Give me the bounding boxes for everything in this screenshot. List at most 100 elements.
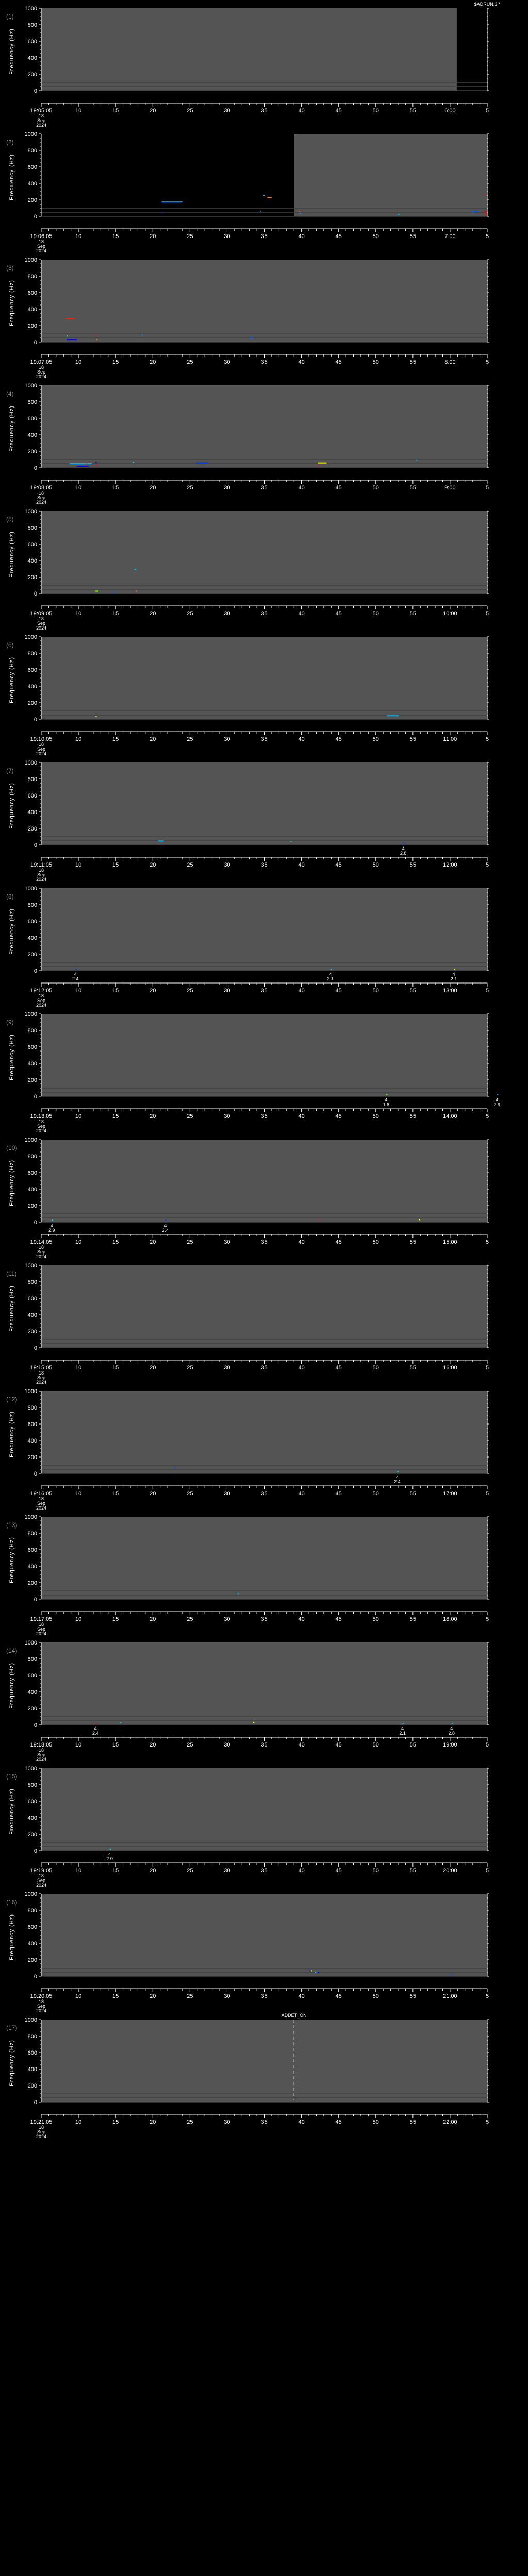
time-tick-label: 40 bbox=[298, 1239, 304, 1245]
time-tick-label: 25 bbox=[187, 2119, 193, 2125]
time-tick-label: 19:14:05 bbox=[30, 1239, 53, 1245]
spectral-blip bbox=[300, 213, 302, 214]
time-tick-label: 40 bbox=[298, 1868, 304, 1874]
time-tick-label: 25 bbox=[187, 1993, 193, 1999]
date-label: 18 bbox=[39, 1999, 44, 2004]
data-coverage-area bbox=[294, 134, 487, 216]
time-tick-label: 50 bbox=[373, 736, 379, 742]
panel-label: (1) bbox=[6, 13, 14, 20]
time-tick-label: 15:00 bbox=[443, 1239, 457, 1245]
y-tick-label: 1000 bbox=[25, 1891, 37, 1897]
time-tick-label: 20 bbox=[150, 862, 156, 868]
time-tick-label: 20 bbox=[150, 1993, 156, 1999]
time-tick-label: 55 bbox=[410, 1742, 416, 1748]
time-tick-label: 25 bbox=[187, 108, 193, 114]
date-label: 2024 bbox=[36, 1254, 46, 1259]
time-tick-label: 30 bbox=[224, 485, 230, 491]
y-tick-label: 800 bbox=[28, 1279, 37, 1285]
time-tick-label: 19:13:05 bbox=[30, 1113, 53, 1120]
time-tick-label: 30 bbox=[224, 1239, 230, 1245]
y-tick-label: 800 bbox=[28, 274, 37, 280]
time-tick-label: 50 bbox=[373, 1993, 379, 1999]
event-annotation-bottom: 2.1 bbox=[327, 976, 334, 981]
time-tick-label: 20 bbox=[150, 988, 156, 994]
y-tick-label: 600 bbox=[28, 667, 37, 673]
event-annotation-top: 4 bbox=[164, 1223, 167, 1228]
time-tick-label: 5 bbox=[486, 359, 489, 365]
y-tick-label: 600 bbox=[28, 793, 37, 799]
time-tick-label: 15 bbox=[112, 485, 119, 491]
date-label: Sep bbox=[37, 495, 45, 500]
spectrogram-panel: 0 200 400 600 800 1000 Frequency (Hz) (8) 19:12:… bbox=[6, 886, 489, 1008]
time-tick-label: 12:00 bbox=[443, 862, 457, 868]
date-label: 18 bbox=[39, 1245, 44, 1250]
time-tick-label: 15 bbox=[112, 736, 119, 742]
y-tick-label: 200 bbox=[28, 2083, 37, 2089]
spectral-blip bbox=[386, 1094, 388, 1095]
y-axis-label: Frequency (Hz) bbox=[9, 1285, 15, 1332]
time-tick-label: 50 bbox=[373, 485, 379, 491]
time-tick-label: 5 bbox=[486, 1239, 489, 1245]
time-tick-label: 15 bbox=[112, 233, 119, 240]
date-label: 18 bbox=[39, 1370, 44, 1376]
event-annotation-top: 4 bbox=[402, 846, 405, 851]
date-label: 2024 bbox=[36, 2008, 46, 2013]
time-tick-label: 55 bbox=[410, 1239, 416, 1245]
panel-label: (12) bbox=[6, 1396, 17, 1403]
date-label: Sep bbox=[37, 369, 45, 375]
time-tick-label: 45 bbox=[336, 233, 342, 240]
date-label: Sep bbox=[37, 1626, 45, 1632]
y-tick-label: 600 bbox=[28, 1547, 37, 1553]
y-tick-label: 1000 bbox=[25, 1137, 37, 1143]
time-tick-label: 50 bbox=[373, 988, 379, 994]
spectral-blip bbox=[397, 1471, 399, 1472]
y-tick-label: 800 bbox=[28, 399, 37, 405]
spectral-blip bbox=[451, 1723, 453, 1724]
event-annotation-bottom: 2.4 bbox=[162, 1228, 169, 1233]
spectral-blip bbox=[416, 459, 418, 461]
event-annotation-top: 4 bbox=[450, 1726, 453, 1731]
spectral-blip bbox=[165, 1219, 167, 1221]
time-tick-label: 55 bbox=[410, 611, 416, 617]
time-tick-label: 5 bbox=[486, 736, 489, 742]
spectral-blip bbox=[485, 210, 487, 215]
y-tick-label: 400 bbox=[28, 181, 37, 187]
spectrogram-panel: 0 200 400 600 800 1000 Frequency (Hz) (5) 19:09:… bbox=[6, 509, 489, 631]
time-tick-label: 20 bbox=[150, 1868, 156, 1874]
date-label: 2024 bbox=[36, 248, 46, 253]
spectral-blip bbox=[330, 968, 332, 970]
time-tick-label: 35 bbox=[261, 1365, 267, 1371]
time-tick-label: 25 bbox=[187, 233, 193, 240]
data-coverage-area bbox=[41, 888, 487, 971]
time-tick-label: 10 bbox=[75, 1365, 81, 1371]
time-tick-label: 35 bbox=[261, 988, 267, 994]
date-label: 2024 bbox=[36, 1505, 46, 1511]
spectral-blip bbox=[403, 842, 405, 844]
spectral-blip bbox=[471, 211, 478, 212]
time-tick-label: 10 bbox=[75, 1490, 81, 1497]
spectrogram-panel: 0 200 400 600 800 1000 Frequency (Hz) (14) 19:18… bbox=[6, 1640, 489, 1762]
y-axis-label: Frequency (Hz) bbox=[9, 1034, 15, 1080]
data-coverage-area bbox=[41, 1391, 487, 1473]
y-tick-label: 1000 bbox=[25, 2017, 37, 2023]
event-marker-label: ADDET_ON bbox=[282, 2013, 307, 2018]
time-tick-label: 45 bbox=[336, 108, 342, 114]
y-tick-label: 600 bbox=[28, 1170, 37, 1176]
time-tick-label: 40 bbox=[298, 233, 304, 240]
time-tick-label: 10 bbox=[75, 862, 81, 868]
y-axis-label: Frequency (Hz) bbox=[9, 405, 15, 452]
y-tick-label: 400 bbox=[28, 558, 37, 564]
time-tick-label: 50 bbox=[373, 108, 379, 114]
event-annotation-bottom: 2.1 bbox=[451, 976, 457, 981]
y-tick-label: 1000 bbox=[25, 257, 37, 263]
time-tick-label: 35 bbox=[261, 862, 267, 868]
time-tick-label: 5 bbox=[486, 108, 489, 114]
y-tick-label: 800 bbox=[28, 651, 37, 657]
time-tick-label: 35 bbox=[261, 1868, 267, 1874]
event-annotation-top: 4 bbox=[94, 1726, 97, 1731]
time-tick-label: 50 bbox=[373, 862, 379, 868]
time-tick-label: 19:10:05 bbox=[30, 736, 53, 742]
date-label: Sep bbox=[37, 872, 45, 877]
time-tick-label: 45 bbox=[336, 1365, 342, 1371]
time-tick-label: 25 bbox=[187, 736, 193, 742]
